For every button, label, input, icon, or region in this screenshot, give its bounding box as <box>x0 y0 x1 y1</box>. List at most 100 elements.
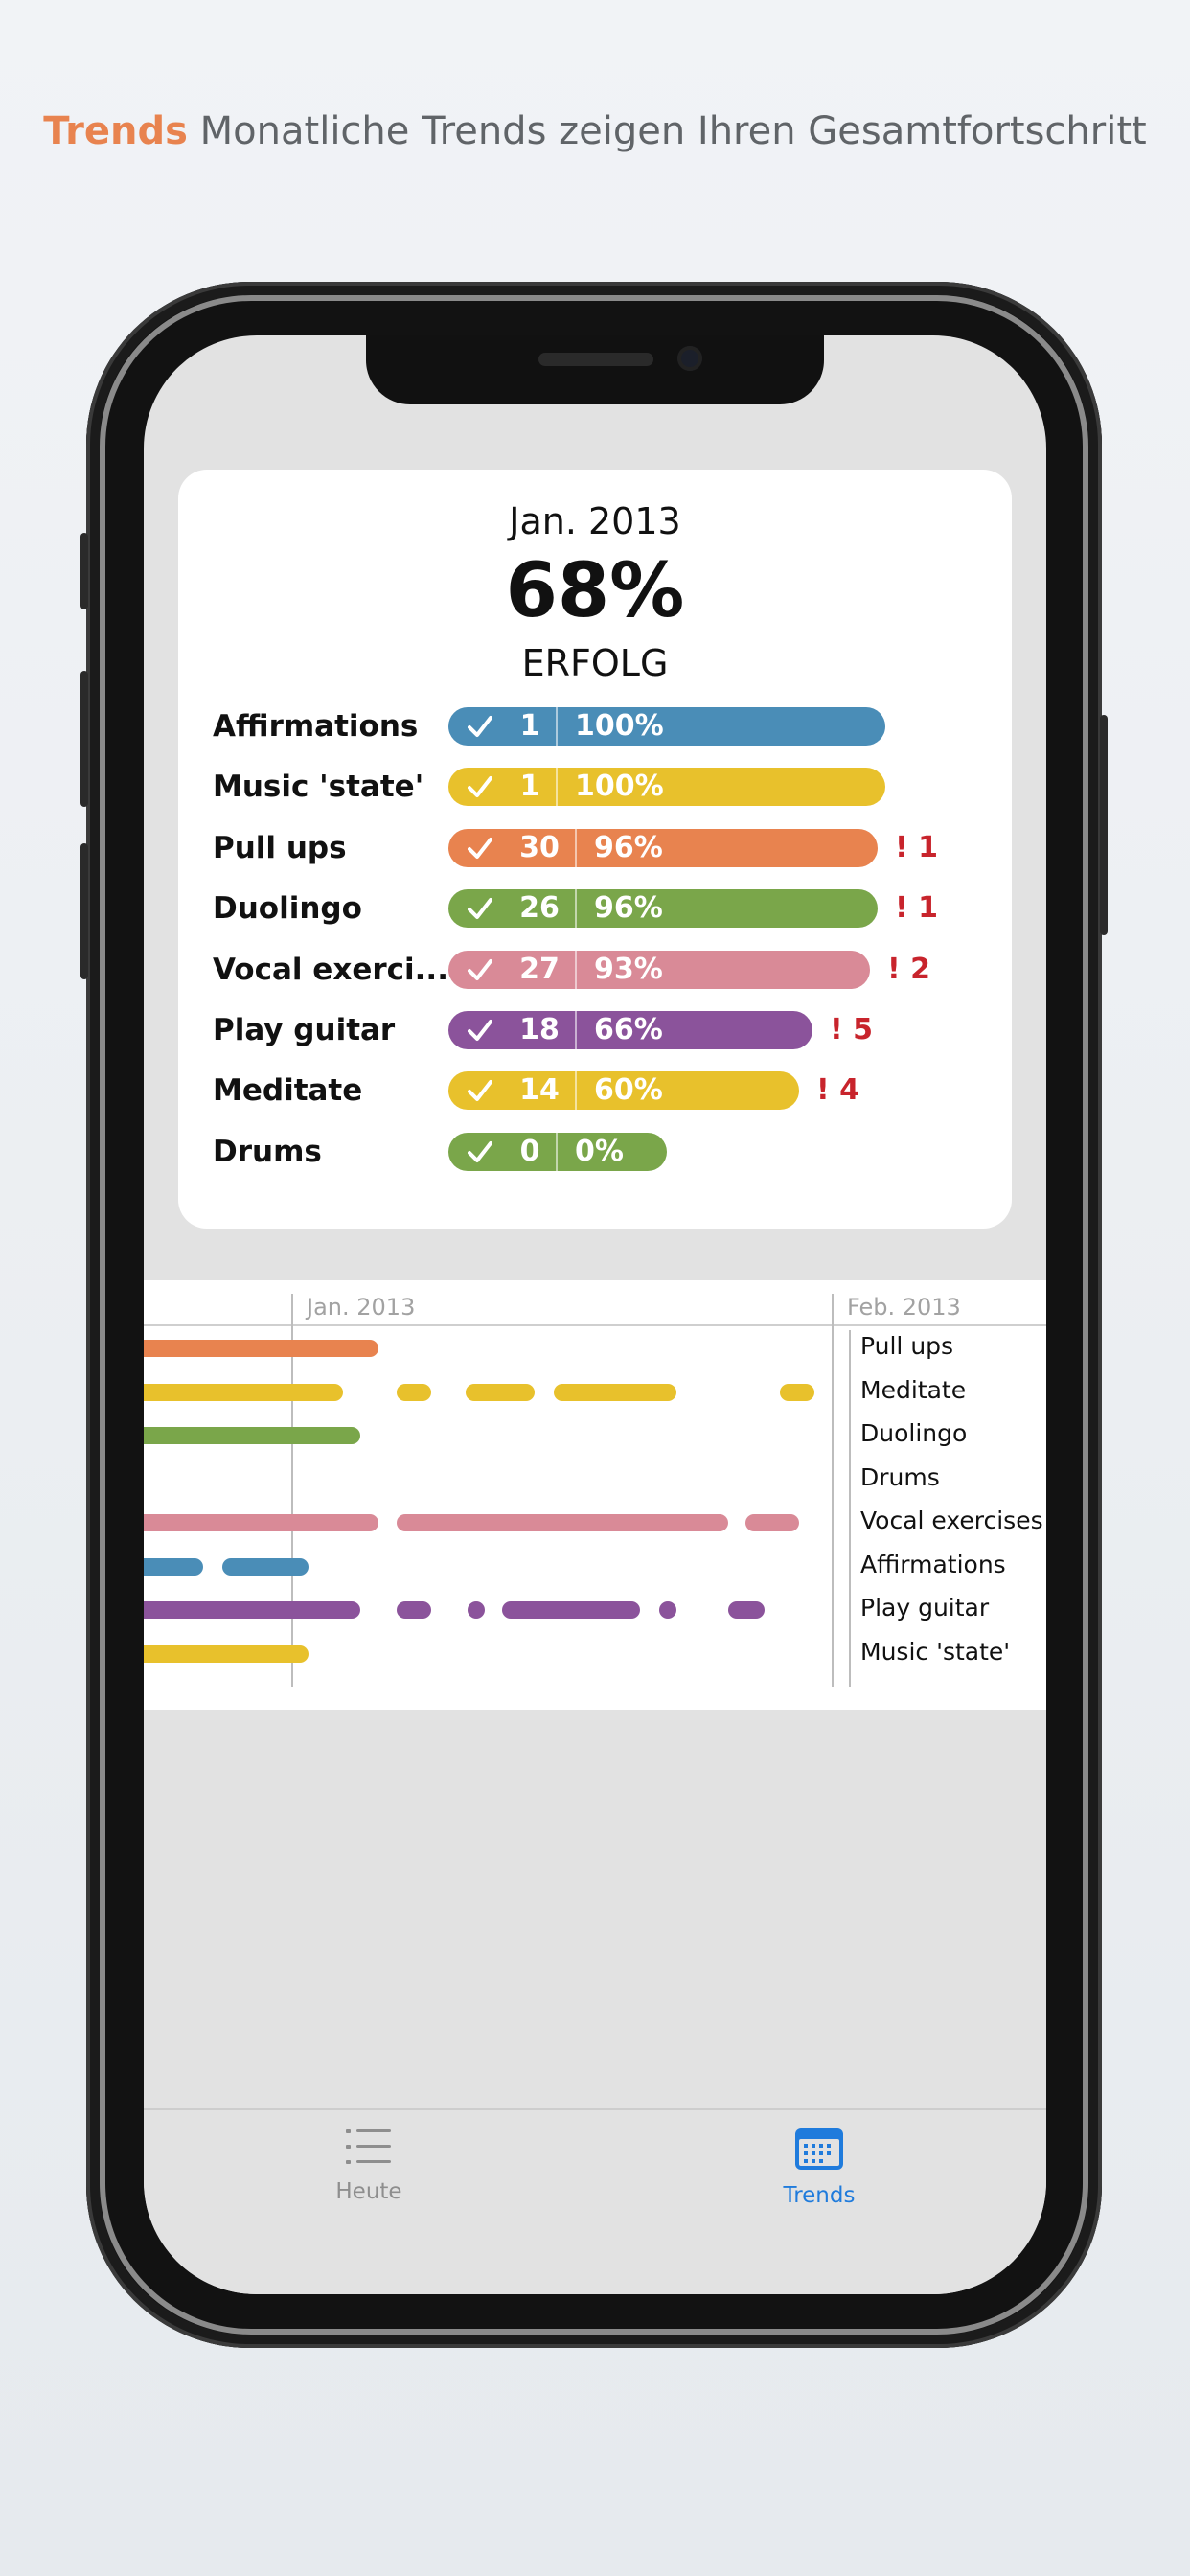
habit-progress-bar: 0 0% <box>448 1132 667 1171</box>
phone-screen: Jan. 2013 68% ERFOLG Affirmations 1 100% Mu… <box>144 335 1046 2294</box>
checkmark-icon <box>468 1140 492 1162</box>
done-count: 1 <box>519 770 540 804</box>
marketing-headline: Trends Monatliche Trends zeigen Ihren Ge… <box>0 109 1190 153</box>
success-label: ERFOLG <box>521 642 669 684</box>
done-count: 1 <box>519 709 540 743</box>
habit-row[interactable]: Affirmations 1 100% <box>213 707 979 746</box>
bar-separator <box>575 950 577 989</box>
success-rate: 96% <box>594 830 663 864</box>
timeline-habit-name: Pull ups <box>860 1332 954 1360</box>
power-button <box>1100 715 1108 935</box>
habit-row[interactable]: Meditate 14 60% ! 4 <box>213 1071 979 1111</box>
habit-row[interactable]: Play guitar 18 66% ! 5 <box>213 1011 979 1049</box>
tab-trends[interactable]: Trends <box>723 2126 915 2208</box>
timeline-streak <box>144 1601 360 1619</box>
timeline-habit-name: Drums <box>860 1462 940 1491</box>
habit-progress-bar: 27 93% <box>448 950 870 989</box>
success-rate: 60% <box>594 1073 663 1108</box>
missed-count: ! 4 <box>816 1073 859 1108</box>
timeline-habit-name: Affirmations <box>860 1550 1006 1578</box>
timeline-habit-name: Duolingo <box>860 1419 968 1447</box>
missed-count: ! 1 <box>895 891 938 926</box>
habit-timeline[interactable]: Jan. 2013 Feb. 2013 Pull ups Meditate Duol… <box>144 1280 1046 1710</box>
checkmark-icon <box>468 898 492 920</box>
bar-separator <box>556 768 558 807</box>
success-rate: 0% <box>575 1134 624 1168</box>
habit-name: Duolingo <box>213 891 362 927</box>
habit-progress-bar: 1 100% <box>448 768 885 807</box>
bar-separator <box>575 1071 577 1111</box>
checkmark-icon <box>468 776 492 798</box>
habit-name: Meditate <box>213 1073 363 1109</box>
done-count: 14 <box>519 1073 560 1108</box>
habit-name: Pull ups <box>213 830 347 865</box>
tab-label: Heute <box>335 2179 402 2204</box>
success-rate: 100% <box>575 709 664 743</box>
success-percent: 68% <box>505 548 685 634</box>
habit-name: Play guitar <box>213 1013 396 1047</box>
missed-count: ! 1 <box>895 830 938 864</box>
done-count: 0 <box>519 1134 540 1168</box>
list-icon <box>346 2129 391 2164</box>
done-count: 26 <box>519 891 560 926</box>
success-rate: 66% <box>594 1013 663 1046</box>
habit-progress-bar: 1 100% <box>448 707 885 746</box>
timeline-streak <box>397 1514 728 1531</box>
timeline-streak <box>144 1514 378 1531</box>
headline-text: Monatliche Trends zeigen Ihren Gesamtfor… <box>199 109 1147 153</box>
timeline-streak <box>468 1601 485 1619</box>
bar-separator <box>575 889 577 929</box>
calendar-icon <box>795 2128 843 2170</box>
success-rate: 93% <box>594 952 663 986</box>
tab-heute[interactable]: Heute <box>273 2126 465 2204</box>
habit-progress-bar: 18 66% <box>448 1011 812 1049</box>
mute-switch <box>80 533 88 610</box>
timeline-streak <box>780 1383 814 1401</box>
month-summary-card: Jan. 2013 68% ERFOLG Affirmations 1 100% Mu… <box>178 470 1012 1229</box>
success-rate: 96% <box>594 891 663 926</box>
timeline-streak <box>466 1383 535 1401</box>
success-rate: 100% <box>575 770 664 804</box>
done-count: 30 <box>519 830 560 864</box>
phone-bezel <box>100 295 1088 2334</box>
timeline-month-label: Feb. 2013 <box>847 1294 961 1321</box>
habit-row[interactable]: Vocal exerci... 27 93% ! 2 <box>213 950 979 989</box>
timeline-streak <box>554 1383 676 1401</box>
summary-month: Jan. 2013 <box>509 500 681 542</box>
headline-accent: Trends <box>43 109 188 153</box>
habit-row[interactable]: Drums 0 0% <box>213 1132 979 1171</box>
habit-progress-bar: 26 96% <box>448 889 878 929</box>
missed-count: ! 2 <box>887 952 930 986</box>
front-camera <box>677 346 702 371</box>
timeline-streak <box>144 1427 360 1444</box>
month-divider <box>832 1294 834 1687</box>
timeline-streak <box>397 1601 431 1619</box>
done-count: 18 <box>519 1013 560 1046</box>
timeline-axis <box>144 1324 1046 1326</box>
habit-row[interactable]: Pull ups 30 96% ! 1 <box>213 828 979 867</box>
timeline-streak <box>502 1601 640 1619</box>
timeline-habit-name: Vocal exercises <box>860 1506 1043 1534</box>
habit-name: Drums <box>213 1134 322 1169</box>
habit-name: Music 'state' <box>213 770 424 805</box>
timeline-streak <box>659 1601 676 1619</box>
timeline-streak <box>144 1644 309 1663</box>
notch <box>366 335 824 404</box>
bar-separator <box>556 707 558 746</box>
bar-separator <box>556 1132 558 1171</box>
timeline-streak <box>144 1557 203 1576</box>
missed-count: ! 5 <box>830 1013 873 1046</box>
volume-up-button <box>80 671 88 807</box>
timeline-streak <box>745 1514 799 1531</box>
checkmark-icon <box>468 716 492 737</box>
habit-row[interactable]: Music 'state' 1 100% <box>213 768 979 807</box>
timeline-streak <box>728 1601 765 1619</box>
habit-row[interactable]: Duolingo 26 96% ! 1 <box>213 889 979 929</box>
timeline-streak <box>144 1340 378 1357</box>
bar-separator <box>575 1011 577 1049</box>
bar-separator <box>575 828 577 867</box>
volume-down-button <box>80 843 88 979</box>
habit-progress-bar: 14 60% <box>448 1071 799 1111</box>
timeline-habit-name: Meditate <box>860 1375 967 1404</box>
timeline-habit-name: Play guitar <box>860 1594 990 1622</box>
